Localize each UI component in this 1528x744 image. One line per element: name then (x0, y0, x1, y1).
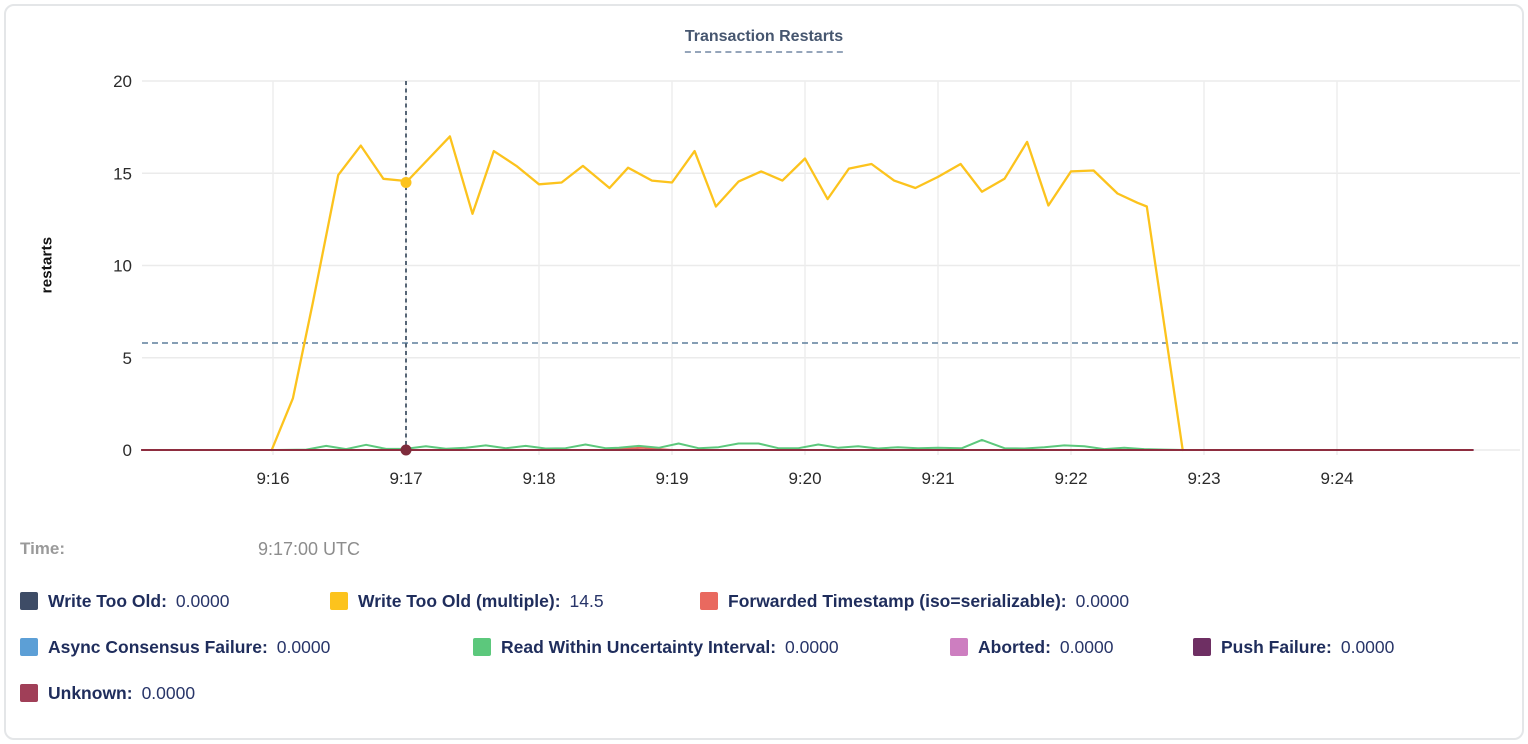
legend-label: Async Consensus Failure: (48, 636, 268, 657)
legend-value: 0.0000 (175, 590, 230, 611)
legend-value: 0.0000 (1340, 636, 1395, 657)
legend-swatch-write-too-old-multiple (330, 592, 348, 610)
y-tick-label: 20 (113, 72, 132, 91)
legend-value: 0.0000 (785, 636, 839, 657)
legend-item-push-failure: Push Failure: 0.0000 (1193, 637, 1394, 657)
legend-swatch-unknown (20, 684, 38, 702)
legend-item-forwarded-timestamp-iso-serializable: Forwarded Timestamp (iso=serializable): 0… (700, 591, 1129, 611)
legend-value: 0.0000 (276, 636, 331, 657)
y-tick-label: 5 (123, 349, 132, 368)
x-tick-label: 9:20 (788, 469, 821, 488)
legend-label: Write Too Old (multiple): (358, 590, 561, 611)
series-line-read-within-uncertainty-interval (274, 438, 1185, 451)
y-tick-label: 0 (123, 441, 132, 460)
legend-swatch-read-within-uncertainty-interval (473, 638, 491, 656)
chart-title-text: Transaction Restarts (684, 28, 844, 45)
x-tick-label: 9:24 (1320, 469, 1353, 488)
time-value: 9:17:00 UTC (258, 539, 361, 559)
hover-dot-unknown (400, 444, 412, 456)
legend-label: Read Within Uncertainty Interval: (501, 636, 777, 657)
legend-label: Write Too Old: (48, 590, 167, 611)
hover-dot-write-too-old-multiple (400, 176, 412, 188)
legend-label: Push Failure: (1221, 636, 1332, 657)
x-tick-label: 9:19 (655, 469, 688, 488)
legend-label: Unknown: (48, 682, 133, 703)
x-tick-label: 9:22 (1054, 469, 1087, 488)
x-tick-label: 9:23 (1187, 469, 1220, 488)
x-tick-label: 9:17 (389, 469, 422, 488)
x-tick-label: 9:18 (522, 469, 555, 488)
time-label: Time: (20, 539, 66, 558)
legend-item-aborted: Aborted: 0.0000 (950, 637, 1113, 657)
legend-item-write-too-old-multiple: Write Too Old (multiple): 14.5 (330, 591, 604, 611)
legend-swatch-async-consensus-failure (20, 638, 38, 656)
chart-title[interactable]: Transaction Restarts (684, 28, 844, 53)
legend-item-write-too-old: Write Too Old: 0.0000 (20, 591, 229, 611)
y-tick-label: 15 (113, 164, 132, 183)
legend-swatch-forwarded-timestamp-iso-serializable (700, 592, 718, 610)
legend-label: Forwarded Timestamp (iso=serializable): (728, 590, 1067, 611)
y-axis-label: restarts (38, 236, 56, 294)
legend-item-unknown: Unknown: 0.0000 (20, 683, 195, 703)
legend-label: Aborted: (978, 636, 1051, 657)
legend-value: 0.0000 (141, 682, 196, 703)
chart-canvas[interactable]: 0 5 10 15 20 9:16 9:17 9:18 9:19 9:20 9:21 9:22 9:23… (0, 0, 1528, 505)
legend-swatch-write-too-old (20, 592, 38, 610)
x-tick-label: 9:21 (921, 469, 954, 488)
legend-item-read-within-uncertainty-interval: Read Within Uncertainty Interval: 0.0000 (473, 637, 839, 657)
legend-value: 0.0000 (1075, 590, 1130, 611)
legend-value: 14.5 (569, 590, 604, 611)
legend-item-async-consensus-failure: Async Consensus Failure: 0.0000 (20, 637, 330, 657)
x-tick-label: 9:16 (256, 469, 289, 488)
y-tick-label: 10 (113, 257, 132, 276)
legend-value: 0.0000 (1059, 636, 1114, 657)
legend-swatch-aborted (950, 638, 968, 656)
legend-swatch-push-failure (1193, 638, 1211, 656)
